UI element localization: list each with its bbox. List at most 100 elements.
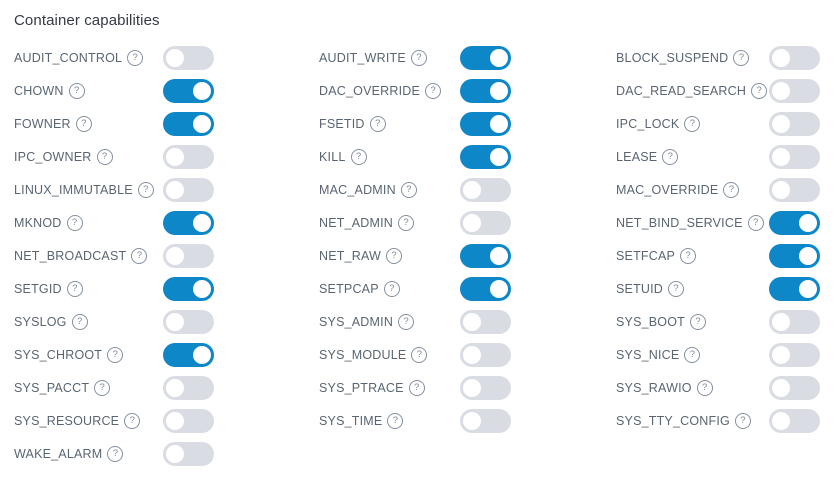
toggle-knob	[490, 280, 508, 298]
capability-toggle-setuid[interactable]	[769, 277, 820, 301]
help-question-icon[interactable]: ?	[398, 314, 415, 330]
help-question-icon[interactable]: ?	[689, 314, 706, 330]
capability-toggle-syslog[interactable]	[163, 310, 214, 334]
capability-toggle-sys_module[interactable]	[460, 343, 511, 367]
capability-toggle-sys_pacct[interactable]	[163, 376, 214, 400]
capability-toggle-lease[interactable]	[769, 145, 820, 169]
toggle-knob	[193, 82, 211, 100]
capability-toggle-setgid[interactable]	[163, 277, 214, 301]
help-question-icon[interactable]: ?	[383, 281, 400, 297]
capability-toggle-sys_admin[interactable]	[460, 310, 511, 334]
toggle-knob	[193, 346, 211, 364]
capability-row: WAKE_ALARM ?	[14, 442, 214, 466]
help-question-icon[interactable]: ?	[723, 182, 740, 198]
capability-toggle-sys_boot[interactable]	[769, 310, 820, 334]
help-question-icon[interactable]: ?	[131, 248, 148, 264]
capability-toggle-fowner[interactable]	[163, 112, 214, 136]
capability-label: DAC_OVERRIDE	[319, 84, 421, 98]
help-question-icon[interactable]: ?	[400, 182, 417, 198]
capability-toggle-net_raw[interactable]	[460, 244, 511, 268]
capability-toggle-setpcap[interactable]	[460, 277, 511, 301]
capability-toggle-audit_control[interactable]	[163, 46, 214, 70]
capability-label: AUDIT_CONTROL	[14, 51, 123, 65]
help-question-icon[interactable]: ?	[124, 413, 141, 429]
capability-toggle-chown[interactable]	[163, 79, 214, 103]
toggle-knob	[463, 412, 481, 430]
capability-toggle-sys_resource[interactable]	[163, 409, 214, 433]
capability-row: FSETID ?	[319, 112, 511, 136]
help-question-icon[interactable]: ?	[68, 83, 85, 99]
capability-toggle-mac_admin[interactable]	[460, 178, 511, 202]
capability-toggle-setfcap[interactable]	[769, 244, 820, 268]
help-question-icon[interactable]: ?	[66, 215, 83, 231]
help-question-icon[interactable]: ?	[386, 248, 403, 264]
capability-label: SETFCAP	[616, 249, 676, 263]
capability-toggle-kill[interactable]	[460, 145, 511, 169]
help-question-icon[interactable]: ?	[66, 281, 83, 297]
help-question-icon[interactable]: ?	[398, 215, 415, 231]
capability-toggle-net_admin[interactable]	[460, 211, 511, 235]
toggle-knob	[166, 148, 184, 166]
help-question-icon[interactable]: ?	[425, 83, 442, 99]
capability-row: SYS_ADMIN ?	[319, 310, 511, 334]
capability-toggle-sys_tty_config[interactable]	[769, 409, 820, 433]
capability-row: SYS_MODULE ?	[319, 343, 511, 367]
capability-toggle-audit_write[interactable]	[460, 46, 511, 70]
help-question-icon[interactable]: ?	[747, 215, 764, 231]
capability-toggle-dac_override[interactable]	[460, 79, 511, 103]
help-question-icon[interactable]: ?	[387, 413, 404, 429]
help-question-icon[interactable]: ?	[350, 149, 367, 165]
help-question-icon[interactable]: ?	[75, 116, 92, 132]
capability-toggle-ipc_lock[interactable]	[769, 112, 820, 136]
capability-toggle-wake_alarm[interactable]	[163, 442, 214, 466]
capability-row: CHOWN ?	[14, 79, 214, 103]
help-question-icon[interactable]: ?	[684, 347, 701, 363]
help-question-icon[interactable]: ?	[137, 182, 154, 198]
capability-label: AUDIT_WRITE	[319, 51, 406, 65]
capability-row: IPC_LOCK ?	[616, 112, 820, 136]
help-question-icon[interactable]: ?	[734, 413, 751, 429]
help-question-icon[interactable]: ?	[71, 314, 88, 330]
help-question-icon[interactable]: ?	[107, 347, 124, 363]
capability-toggle-sys_ptrace[interactable]	[460, 376, 511, 400]
help-question-icon[interactable]: ?	[733, 50, 750, 66]
capability-toggle-block_suspend[interactable]	[769, 46, 820, 70]
help-question-icon[interactable]: ?	[411, 347, 428, 363]
help-question-icon[interactable]: ?	[668, 281, 685, 297]
help-question-icon[interactable]: ?	[410, 50, 427, 66]
toggle-knob	[772, 412, 790, 430]
capability-toggle-mac_override[interactable]	[769, 178, 820, 202]
help-question-icon[interactable]: ?	[408, 380, 425, 396]
help-question-icon[interactable]: ?	[369, 116, 386, 132]
help-question-icon[interactable]: ?	[684, 116, 701, 132]
capability-label: SYS_RESOURCE	[14, 414, 120, 428]
capability-row: AUDIT_WRITE ?	[319, 46, 511, 70]
capability-toggle-mknod[interactable]	[163, 211, 214, 235]
capability-toggle-net_bind_service[interactable]	[769, 211, 820, 235]
help-question-icon[interactable]: ?	[751, 83, 768, 99]
capabilities-grid: AUDIT_CONTROL ? AUDIT_WRITE ? BLOCK_SUSP…	[14, 46, 826, 466]
help-question-icon[interactable]: ?	[94, 380, 111, 396]
help-question-icon[interactable]: ?	[127, 50, 144, 66]
help-question-icon[interactable]: ?	[96, 149, 113, 165]
capability-label: MAC_ADMIN	[319, 183, 396, 197]
section-title: Container capabilities	[14, 12, 160, 29]
capability-row: LEASE ?	[616, 145, 820, 169]
capability-toggle-sys_time[interactable]	[460, 409, 511, 433]
capability-toggle-net_broadcast[interactable]	[163, 244, 214, 268]
toggle-knob	[463, 346, 481, 364]
capability-toggle-dac_read_search[interactable]	[769, 79, 820, 103]
capability-toggle-sys_chroot[interactable]	[163, 343, 214, 367]
capability-toggle-sys_nice[interactable]	[769, 343, 820, 367]
capability-label: FSETID	[319, 117, 365, 131]
help-question-icon[interactable]: ?	[696, 380, 713, 396]
capability-toggle-fsetid[interactable]	[460, 112, 511, 136]
capability-toggle-sys_rawio[interactable]	[769, 376, 820, 400]
help-question-icon[interactable]: ?	[680, 248, 697, 264]
capability-toggle-linux_immutable[interactable]	[163, 178, 214, 202]
help-question-icon[interactable]: ?	[662, 149, 679, 165]
toggle-knob	[166, 49, 184, 67]
help-question-icon[interactable]: ?	[107, 446, 124, 462]
capability-row: SYS_PACCT ?	[14, 376, 214, 400]
capability-toggle-ipc_owner[interactable]	[163, 145, 214, 169]
